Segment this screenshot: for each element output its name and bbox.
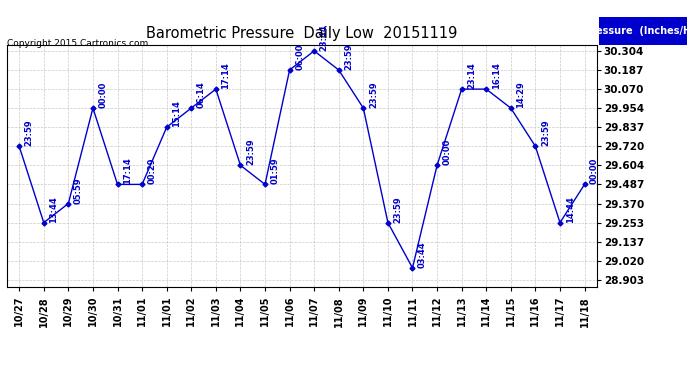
Text: 14:29: 14:29	[516, 81, 525, 108]
Text: 00:29: 00:29	[148, 158, 157, 184]
Text: 23:59: 23:59	[541, 120, 550, 146]
Text: Copyright 2015 Cartronics.com: Copyright 2015 Cartronics.com	[7, 39, 148, 48]
Text: 00:00: 00:00	[590, 158, 599, 184]
Text: 23:14: 23:14	[467, 62, 476, 89]
Text: 16:14: 16:14	[492, 62, 501, 89]
Text: 17:14: 17:14	[221, 62, 230, 89]
Text: 23:59: 23:59	[25, 120, 34, 146]
Text: 17:14: 17:14	[123, 158, 132, 184]
Text: 23:59: 23:59	[393, 196, 402, 223]
Text: 23:44: 23:44	[319, 24, 328, 51]
Text: 03:44: 03:44	[418, 241, 427, 268]
Text: 23:59: 23:59	[344, 44, 353, 70]
Text: 06:14: 06:14	[197, 81, 206, 108]
Text: 00:00: 00:00	[442, 139, 452, 165]
Text: 14:44: 14:44	[566, 196, 575, 223]
Title: Barometric Pressure  Daily Low  20151119: Barometric Pressure Daily Low 20151119	[146, 26, 457, 41]
Text: 01:59: 01:59	[270, 158, 279, 184]
Text: 15:14: 15:14	[172, 100, 181, 127]
Text: 00:00: 00:00	[99, 82, 108, 108]
Text: 06:00: 06:00	[295, 44, 304, 70]
Text: 23:59: 23:59	[369, 81, 378, 108]
Text: Pressure  (Inches/Hg): Pressure (Inches/Hg)	[584, 26, 690, 36]
Text: 05:59: 05:59	[74, 177, 83, 204]
Text: 23:59: 23:59	[246, 139, 255, 165]
Text: 13:44: 13:44	[49, 196, 59, 223]
